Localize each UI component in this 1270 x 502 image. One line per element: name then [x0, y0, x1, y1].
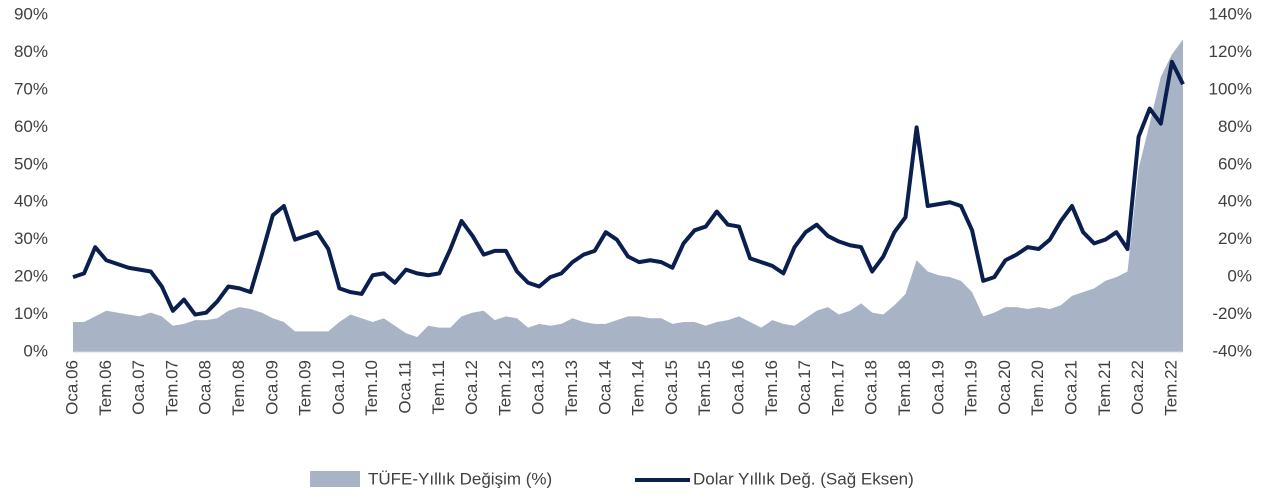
x-tick-label: Oca.18 [862, 360, 881, 415]
y2-tick-label: 120% [1209, 42, 1252, 61]
y2-tick-label: 20% [1218, 229, 1252, 248]
legend-label: TÜFE-Yıllık Değişim (%) [368, 469, 552, 488]
y-tick-label: 0% [23, 341, 48, 360]
y-tick-label: 20% [14, 267, 48, 286]
x-tick-label: Tem.22 [1161, 360, 1180, 416]
y2-tick-label: -40% [1212, 341, 1252, 360]
y-tick-label: 40% [14, 192, 48, 211]
x-tick-label: Tem.18 [895, 360, 914, 416]
x-tick-label: Oca.12 [462, 360, 481, 415]
y-tick-label: 60% [14, 117, 48, 136]
x-tick-label: Oca.19 [928, 360, 947, 415]
y2-tick-label: 40% [1218, 192, 1252, 211]
y2-tick-label: 140% [1209, 4, 1252, 23]
x-tick-label: Tem.08 [229, 360, 248, 416]
y-tick-label: 30% [14, 229, 48, 248]
legend-swatch [310, 471, 360, 487]
y-tick-label: 50% [14, 154, 48, 173]
x-tick-label: Tem.07 [162, 360, 181, 416]
y2-tick-label: 80% [1218, 117, 1252, 136]
cpi-area [73, 39, 1183, 352]
x-tick-label: Oca.17 [795, 360, 814, 415]
x-tick-label: Tem.21 [1095, 360, 1114, 416]
x-tick-label: Tem.09 [296, 360, 315, 416]
x-tick-label: Tem.19 [962, 360, 981, 416]
y2-tick-label: -20% [1212, 304, 1252, 323]
x-tick-label: Tem.15 [695, 360, 714, 416]
x-tick-label: Oca.10 [329, 360, 348, 415]
x-tick-label: Oca.08 [196, 360, 215, 415]
x-tick-label: Oca.15 [662, 360, 681, 415]
x-tick-label: Tem.10 [362, 360, 381, 416]
x-tick-label: Tem.16 [762, 360, 781, 416]
y2-tick-label: 60% [1218, 154, 1252, 173]
x-tick-label: Oca.06 [62, 360, 81, 415]
x-tick-label: Oca.13 [529, 360, 548, 415]
x-tick-label: Oca.07 [129, 360, 148, 415]
x-tick-label: Oca.22 [1128, 360, 1147, 415]
y-tick-label: 70% [14, 79, 48, 98]
y2-tick-label: 100% [1209, 79, 1252, 98]
x-tick-label: Oca.11 [395, 360, 414, 414]
x-tick-label: Tem.17 [828, 360, 847, 416]
x-tick-label: Tem.14 [629, 360, 648, 416]
x-tick-label: Tem.12 [495, 360, 514, 416]
y2-tick-label: 0% [1227, 267, 1252, 286]
y-tick-label: 90% [14, 4, 48, 23]
x-tick-label: Tem.13 [562, 360, 581, 416]
x-tick-label: Oca.21 [1061, 360, 1080, 415]
x-tick-label: Tem.06 [96, 360, 115, 416]
usd-line [72, 59, 1185, 317]
x-tick-label: Oca.20 [995, 360, 1014, 415]
x-tick-label: Oca.16 [728, 360, 747, 415]
y-tick-label: 10% [14, 304, 48, 323]
y-tick-label: 80% [14, 42, 48, 61]
x-tick-label: Tem.11 [429, 360, 448, 415]
x-tick-label: Oca.14 [595, 360, 614, 415]
x-tick-label: Tem.20 [1028, 360, 1047, 416]
legend-label: Dolar Yıllık Değ. (Sağ Eksen) [693, 469, 914, 488]
x-tick-label: Oca.09 [262, 360, 281, 415]
